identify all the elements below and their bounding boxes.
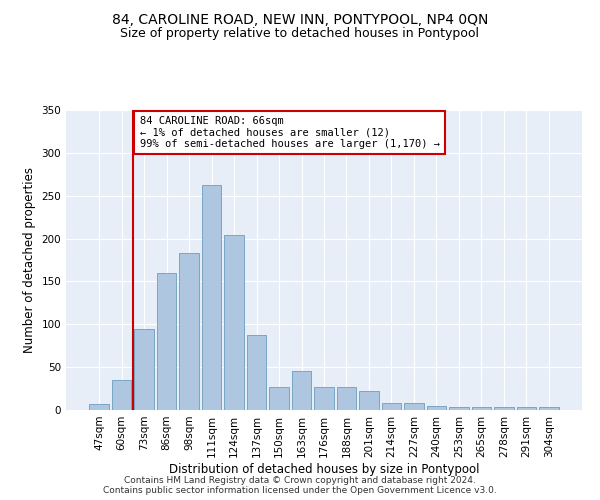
Bar <box>359 391 379 410</box>
Bar <box>404 403 424 410</box>
Text: Contains HM Land Registry data © Crown copyright and database right 2024.
Contai: Contains HM Land Registry data © Crown c… <box>103 476 497 495</box>
Bar <box>269 387 289 410</box>
Text: 84 CAROLINE ROAD: 66sqm
← 1% of detached houses are smaller (12)
99% of semi-det: 84 CAROLINE ROAD: 66sqm ← 1% of detached… <box>140 116 440 149</box>
Bar <box>382 403 401 410</box>
Bar <box>472 406 491 410</box>
Y-axis label: Number of detached properties: Number of detached properties <box>23 167 36 353</box>
Bar <box>247 334 266 410</box>
X-axis label: Distribution of detached houses by size in Pontypool: Distribution of detached houses by size … <box>169 462 479 475</box>
Bar <box>202 184 221 410</box>
Bar <box>134 328 154 410</box>
Bar <box>494 406 514 410</box>
Bar <box>89 404 109 410</box>
Bar <box>157 273 176 410</box>
Bar <box>449 408 469 410</box>
Bar <box>224 235 244 410</box>
Bar <box>427 406 446 410</box>
Text: 84, CAROLINE ROAD, NEW INN, PONTYPOOL, NP4 0QN: 84, CAROLINE ROAD, NEW INN, PONTYPOOL, N… <box>112 12 488 26</box>
Bar <box>179 253 199 410</box>
Bar <box>337 387 356 410</box>
Text: Size of property relative to detached houses in Pontypool: Size of property relative to detached ho… <box>121 28 479 40</box>
Bar <box>314 387 334 410</box>
Bar <box>292 370 311 410</box>
Bar <box>539 406 559 410</box>
Bar <box>112 380 131 410</box>
Bar <box>517 408 536 410</box>
